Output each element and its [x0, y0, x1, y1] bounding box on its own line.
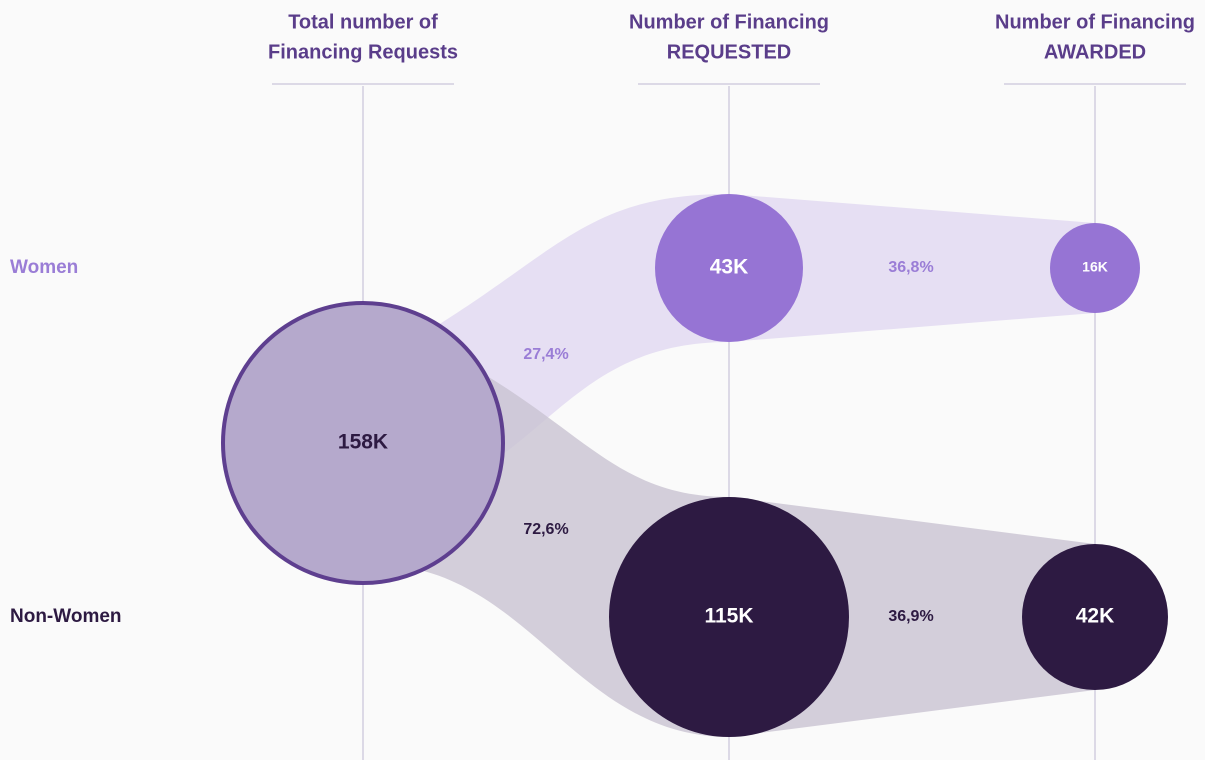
flow-label: 72,6% — [523, 521, 568, 538]
column-title: Financing Requests — [268, 41, 458, 63]
row-label: Women — [10, 257, 78, 278]
node-circle — [1022, 544, 1168, 690]
node-label: 42K — [1076, 605, 1115, 628]
column-title: Total number of — [288, 11, 438, 33]
node-label: 16K — [1082, 259, 1108, 275]
node-label: 158K — [338, 431, 388, 454]
flow-label: 36,8% — [888, 259, 933, 276]
node-circle — [1050, 223, 1140, 313]
column-title: Number of Financing — [995, 11, 1195, 33]
node-label: 115K — [704, 605, 753, 628]
column-title: Number of Financing — [629, 11, 829, 33]
node-label: 43K — [710, 256, 749, 279]
column-title: AWARDED — [1044, 41, 1146, 63]
node-circle — [609, 497, 849, 737]
row-label: Non-Women — [10, 606, 122, 627]
flow-label: 27,4% — [523, 346, 568, 363]
node-circle — [655, 194, 803, 342]
flow-label: 36,9% — [888, 608, 933, 625]
node-circle — [221, 301, 505, 585]
column-title: REQUESTED — [667, 41, 791, 63]
